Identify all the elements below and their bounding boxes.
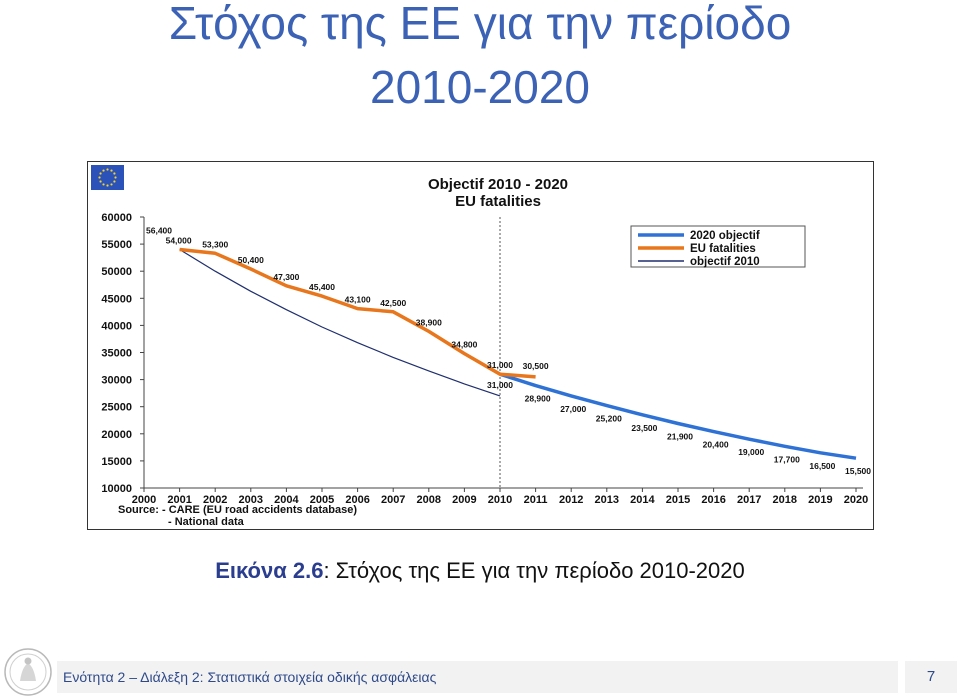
y-tick-label: 40000 bbox=[101, 320, 132, 332]
chart-source-line1: Source: - CARE (EU road accidents databa… bbox=[118, 504, 357, 516]
university-logo-icon bbox=[4, 648, 52, 696]
figure-caption-text: : Στόχος της ΕΕ για την περίοδο 2010-202… bbox=[323, 558, 745, 583]
y-tick-label: 55000 bbox=[101, 239, 132, 251]
y-tick-label: 15000 bbox=[101, 456, 132, 468]
x-tick-label: 2004 bbox=[274, 494, 299, 506]
eu-flag-star bbox=[99, 180, 102, 183]
y-tick-label: 25000 bbox=[101, 402, 132, 414]
data-label: 27,000 bbox=[560, 404, 586, 414]
data-label: 16,500 bbox=[809, 461, 835, 471]
eu-flag-star bbox=[98, 176, 101, 179]
data-label: 47,300 bbox=[273, 272, 299, 282]
x-tick-label: 2003 bbox=[239, 494, 263, 506]
y-tick-label: 20000 bbox=[101, 429, 132, 441]
data-label: 50,400 bbox=[238, 255, 264, 265]
data-label: 54,000 bbox=[166, 236, 192, 246]
chart-source-line2: - National data bbox=[168, 516, 245, 528]
y-tick-label: 35000 bbox=[101, 348, 132, 360]
eu-flag-star bbox=[110, 169, 113, 172]
legend-label: objectif 2010 bbox=[690, 256, 760, 268]
footer-text: Ενότητα 2 – Διάλεξη 2: Στατιστικά στοιχε… bbox=[63, 669, 437, 685]
y-tick-label: 30000 bbox=[101, 375, 132, 387]
series-line-eu-fatalities bbox=[179, 247, 536, 379]
x-tick-label: 2000 bbox=[132, 494, 156, 506]
eu-flag-stars bbox=[98, 168, 117, 187]
data-label: 38,900 bbox=[416, 317, 442, 327]
data-label: 25,200 bbox=[596, 414, 622, 424]
data-label: 15,500 bbox=[845, 466, 871, 476]
chart-figure: Objectif 2010 - 2020 EU fatalities 10000… bbox=[87, 161, 874, 530]
x-tick-label: 2001 bbox=[167, 494, 191, 506]
eu-flag-star bbox=[106, 168, 109, 171]
data-label: 43,100 bbox=[345, 295, 371, 305]
chart-title-line2: EU fatalities bbox=[455, 193, 541, 210]
slide-title-line1: Στόχος της ΕΕ για την περίοδο bbox=[168, 0, 792, 49]
figure-caption: Εικόνα 2.6: Στόχος της ΕΕ για την περίοδ… bbox=[0, 558, 960, 584]
slide-title-line2: 2010-2020 bbox=[370, 61, 590, 113]
x-axis-ticks: 2000 2001 2002 2003 2004 2005 2006 2007 2008 2009… bbox=[132, 488, 868, 506]
page-number: 7 bbox=[905, 661, 957, 693]
data-label: 34,800 bbox=[451, 340, 477, 350]
data-label: 56,400 bbox=[146, 226, 172, 236]
chart-title-line1: Objectif 2010 - 2020 bbox=[428, 176, 568, 193]
legend-label: 2020 objectif bbox=[690, 230, 760, 242]
x-tick-label: 2007 bbox=[381, 494, 405, 506]
data-labels-group: 54,000 53,300 50,400 47,300 45,400 43,100 42,5… bbox=[146, 226, 871, 477]
series-line-2020-objectif bbox=[499, 372, 857, 460]
y-tick-label: 60000 bbox=[101, 212, 132, 224]
eu-flag-star bbox=[102, 183, 105, 186]
y-tick-label: 45000 bbox=[101, 293, 132, 305]
data-label: 30,500 bbox=[523, 361, 549, 371]
x-tick-label: 2005 bbox=[310, 494, 334, 506]
eu-flag-star bbox=[99, 172, 102, 175]
eu-flag-star bbox=[102, 169, 105, 172]
x-tick-label: 2013 bbox=[595, 494, 619, 506]
eu-flag-star bbox=[113, 172, 116, 175]
x-tick-label: 2019 bbox=[808, 494, 832, 506]
eu-flag bbox=[91, 165, 124, 190]
series-group bbox=[179, 247, 857, 460]
x-tick-label: 2006 bbox=[345, 494, 369, 506]
data-label: 20,400 bbox=[703, 440, 729, 450]
eu-flag-star bbox=[110, 183, 113, 186]
data-label: 21,900 bbox=[667, 432, 693, 442]
y-tick-label: 50000 bbox=[101, 266, 132, 278]
x-tick-label: 2017 bbox=[737, 494, 761, 506]
eu-flag-star bbox=[106, 184, 109, 187]
data-label: 31,000 bbox=[487, 360, 513, 370]
x-tick-label: 2012 bbox=[559, 494, 583, 506]
data-label: 17,700 bbox=[774, 454, 800, 464]
eu-flag-star bbox=[114, 176, 117, 179]
x-tick-label: 2015 bbox=[666, 494, 690, 506]
x-tick-label: 2020 bbox=[844, 494, 868, 506]
x-tick-label: 2016 bbox=[701, 494, 725, 506]
data-label: 53,300 bbox=[202, 239, 228, 249]
x-tick-label: 2008 bbox=[417, 494, 441, 506]
y-tick-label: 10000 bbox=[101, 483, 132, 495]
data-label: 45,400 bbox=[309, 282, 335, 292]
data-label: 19,000 bbox=[738, 447, 764, 457]
series-line-objectif-2010 bbox=[179, 248, 501, 397]
footer-bar: Ενότητα 2 – Διάλεξη 2: Στατιστικά στοιχε… bbox=[57, 661, 898, 693]
line-chart: Objectif 2010 - 2020 EU fatalities 10000… bbox=[91, 165, 871, 528]
eu-flag-star bbox=[113, 180, 116, 183]
x-tick-label: 2014 bbox=[630, 494, 655, 506]
x-tick-label: 2011 bbox=[524, 494, 548, 506]
x-tick-label: 2002 bbox=[203, 494, 227, 506]
data-label: 31,000 bbox=[487, 380, 513, 390]
x-tick-label: 2010 bbox=[488, 494, 512, 506]
data-label: 42,500 bbox=[380, 298, 406, 308]
x-tick-label: 2009 bbox=[452, 494, 476, 506]
data-label: 23,500 bbox=[631, 423, 657, 433]
y-axis-ticks: 10000 15000 20000 25000 30000 35000 40000 45000… bbox=[101, 212, 144, 495]
data-label: 28,900 bbox=[525, 394, 551, 404]
x-tick-label: 2018 bbox=[773, 494, 797, 506]
legend-label: EU fatalities bbox=[690, 243, 756, 255]
figure-caption-label: Εικόνα 2.6 bbox=[215, 558, 324, 583]
